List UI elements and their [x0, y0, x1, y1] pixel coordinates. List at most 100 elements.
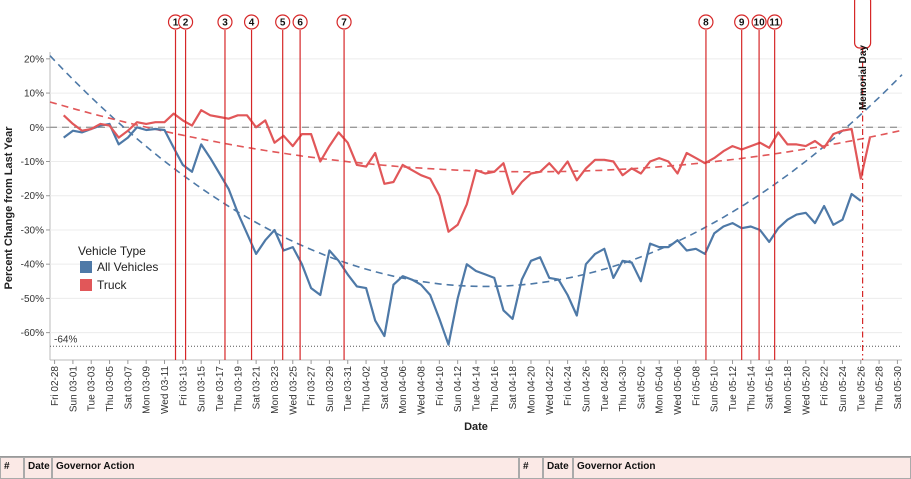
x-tick-label: Tue 04-14 [472, 366, 483, 412]
y-tick-label: -40% [21, 260, 44, 271]
x-tick-label: Sat 04-04 [380, 366, 391, 410]
event-number-3: 3 [222, 18, 228, 29]
x-tick-label: Thu 03-05 [105, 366, 116, 412]
table-header-action: Governor Action [52, 457, 519, 479]
y-tick-label: -50% [21, 294, 44, 305]
x-tick-label: Fri 04-24 [563, 366, 574, 406]
y-tick-label: -60% [21, 328, 44, 339]
x-tick-label: Wed 05-06 [673, 366, 684, 415]
x-tick-label: Mon 04-20 [526, 366, 537, 414]
y-tick-label: 0% [30, 123, 45, 134]
y-axis-title: Percent Change from Last Year [3, 126, 15, 290]
x-tick-label: Tue 05-12 [728, 366, 739, 412]
x-tick-label: Tue 05-26 [856, 366, 867, 412]
event-number-8: 8 [703, 18, 709, 29]
table-header-num: # [0, 457, 24, 479]
line-chart: 20% 10% 0% -10% -20% -30% -40% -50% -60% Fri 02-… [3, 0, 904, 433]
x-tick-label: Sat 05-30 [893, 366, 904, 410]
legend: Vehicle Type All Vehicles Truck [78, 244, 158, 292]
legend-label-truck: Truck [97, 278, 128, 292]
x-tick-label: Thu 05-28 [875, 366, 886, 412]
event-number-10: 10 [754, 18, 766, 29]
x-tick-label: Wed 03-25 [288, 366, 299, 415]
x-tick-label: Wed 04-08 [417, 366, 428, 415]
x-tick-label: Sat 03-21 [252, 366, 263, 410]
trendline-all-vehicles [49, 55, 903, 288]
x-tick-label: Sun 05-24 [838, 366, 849, 413]
x-tick-label: Mon 05-04 [655, 366, 666, 414]
event-badge-10 [751, 14, 767, 30]
x-tick-label: Wed 04-22 [545, 366, 556, 415]
event-badge-6 [292, 14, 308, 30]
x-tick-label: Sun 03-29 [325, 366, 336, 413]
x-tick-label: Tue 03-17 [215, 366, 226, 412]
x-tick-label: Fri 05-08 [691, 366, 702, 406]
plot-area [49, 52, 902, 360]
x-tick-label: Sun 03-15 [197, 366, 208, 413]
table-header-date-2: Date [543, 457, 573, 479]
event-number-11: 11 [769, 18, 780, 29]
x-tick-label: Tue 04-28 [600, 366, 611, 412]
x-tick-label: Thu 04-30 [618, 366, 629, 412]
event-number-2: 2 [183, 18, 189, 29]
table-header-action-2: Governor Action [573, 457, 911, 479]
event-number-6: 6 [297, 18, 303, 29]
table-header-date: Date [24, 457, 52, 479]
x-tick-label: Sun 05-10 [710, 366, 721, 413]
holiday-label: Memorial Day [858, 45, 869, 110]
x-tick-label: Fri 04-10 [435, 366, 446, 406]
y-axis: 20% 10% 0% -10% -20% -30% -40% -50% -60% [21, 54, 50, 339]
event-badge-7 [336, 14, 352, 30]
x-tick-label: Sun 03-01 [68, 366, 79, 413]
minimum-reference-label: -64% [54, 334, 77, 345]
x-tick-label: Thu 03-19 [233, 366, 244, 412]
x-tick-label: Tue 03-03 [87, 366, 98, 412]
x-tick-label: Sun 04-26 [581, 366, 592, 413]
x-axis: Fri 02-28 Sun 03-01 Tue 03-03 Thu 03-05 Sat … [50, 359, 904, 415]
x-tick-label: Sat 04-18 [508, 366, 519, 410]
x-tick-label: Fri 03-27 [307, 366, 318, 406]
x-tick-label: Mon 04-06 [398, 366, 409, 414]
event-badge-8 [698, 14, 714, 30]
event-badge-4 [243, 14, 260, 30]
x-tick-label: Thu 04-16 [490, 366, 501, 412]
legend-swatch-all-vehicles [80, 261, 92, 273]
x-tick-label: Wed 05-20 [801, 366, 812, 415]
x-tick-label: Wed 03-11 [160, 366, 171, 414]
x-tick-label: Thu 04-02 [362, 366, 373, 412]
y-tick-label: 20% [24, 54, 44, 65]
x-tick-label: Mon 03-23 [270, 366, 281, 414]
x-tick-label: Fri 02-28 [50, 366, 61, 406]
x-tick-label: Sat 05-02 [636, 366, 647, 410]
plot-background [50, 52, 902, 360]
y-tick-label: 10% [24, 89, 44, 100]
event-badge-11 [767, 14, 783, 30]
event-badge-3 [217, 14, 233, 30]
event-badge-2 [177, 14, 194, 30]
legend-swatch-truck [80, 279, 92, 291]
event-badge-5 [275, 14, 291, 30]
holiday-badge [854, 0, 872, 49]
legend-title: Vehicle Type [78, 244, 146, 258]
event-badge-9 [734, 14, 750, 30]
event-number-4: 4 [249, 18, 255, 29]
x-tick-label: Mon 05-18 [783, 366, 794, 414]
event-number-5: 5 [280, 18, 286, 29]
x-tick-label: Mon 03-09 [142, 366, 153, 414]
reference-lines: -64% [50, 126, 902, 347]
x-tick-label: Fri 05-22 [820, 366, 831, 406]
y-tick-label: -20% [21, 191, 44, 202]
x-tick-label: Thu 05-14 [746, 366, 757, 412]
event-number-9: 9 [739, 18, 745, 29]
event-number-1: 1 [173, 18, 179, 29]
y-tick-label: -30% [21, 225, 44, 236]
x-tick-label: Sun 04-12 [453, 366, 464, 413]
x-axis-title: Date [464, 421, 488, 433]
x-tick-label: Sat 05-16 [765, 366, 776, 410]
x-tick-label: Fri 03-13 [178, 366, 189, 406]
y-tick-label: -10% [21, 157, 44, 168]
x-tick-label: Sat 03-07 [123, 366, 134, 410]
event-number-7: 7 [341, 18, 347, 29]
governor-action-table: # Date Governor Action # Date Governor A… [0, 456, 911, 479]
